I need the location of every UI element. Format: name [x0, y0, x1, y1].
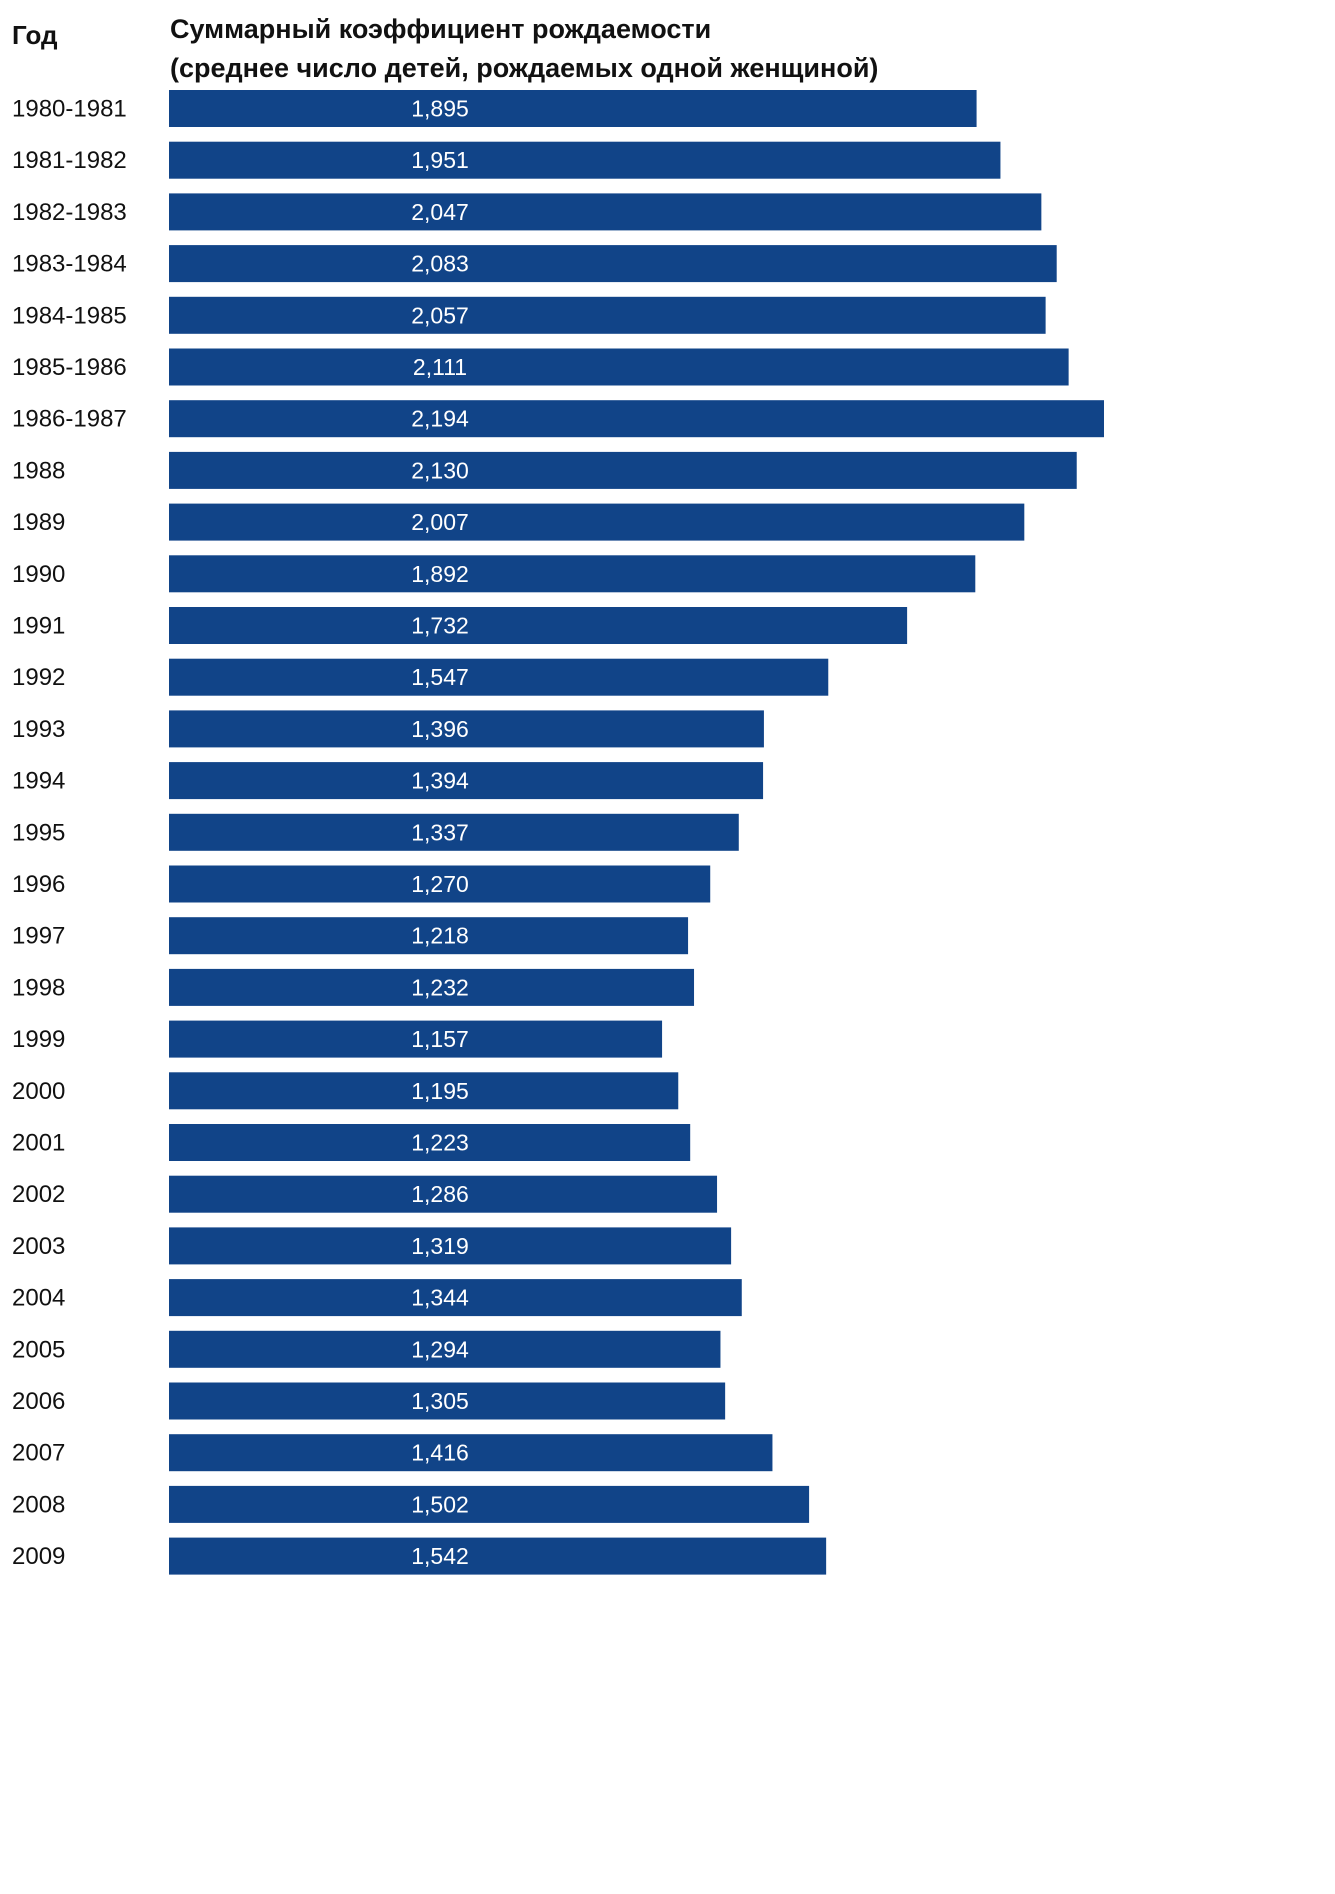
- category-label: 1981-1982: [12, 147, 127, 174]
- category-label: 1990: [12, 561, 65, 588]
- bar-value-label: 2,111: [413, 354, 467, 380]
- bar-value-label: 1,294: [411, 1336, 469, 1362]
- bar-value-label: 2,047: [411, 199, 469, 225]
- category-label: 1980-1981: [12, 96, 127, 123]
- bar: [169, 555, 976, 593]
- bar: [169, 1072, 679, 1110]
- bar-value-label: 1,305: [411, 1388, 469, 1414]
- bar: [169, 141, 1001, 179]
- bar-value-label: 1,218: [411, 923, 469, 949]
- bar: [169, 451, 1077, 489]
- category-label: 1986-1987: [12, 406, 127, 433]
- bar-value-label: 2,057: [411, 302, 469, 328]
- bar-value-label: 1,232: [411, 974, 469, 1000]
- bar-value-label: 2,007: [411, 509, 469, 535]
- bar: [169, 1175, 718, 1213]
- bar: [169, 90, 977, 127]
- bar: [169, 607, 908, 644]
- category-label: 1991: [12, 613, 65, 640]
- bar-value-label: 1,394: [411, 768, 469, 794]
- category-label: 1996: [12, 871, 65, 898]
- bar-value-label: 1,344: [411, 1285, 469, 1311]
- bar: [169, 710, 764, 748]
- bar-value-label: 1,157: [411, 1026, 469, 1052]
- category-label: 1992: [12, 664, 65, 691]
- category-label: 2004: [12, 1285, 65, 1312]
- category-label: 1989: [12, 509, 65, 536]
- category-label: 2002: [12, 1181, 65, 1208]
- bar: [169, 865, 711, 903]
- category-label: 2005: [12, 1336, 65, 1363]
- bar: [169, 245, 1057, 283]
- category-label: 2001: [12, 1130, 65, 1157]
- bar: [169, 1537, 827, 1575]
- category-label: 1983-1984: [12, 251, 127, 278]
- bar: [169, 193, 1042, 231]
- axis-header-year: Год: [12, 20, 58, 50]
- bar-value-label: 1,416: [411, 1440, 469, 1466]
- bar: [169, 968, 695, 1006]
- bar: [169, 762, 764, 800]
- bar: [169, 917, 689, 955]
- bar: [169, 813, 739, 851]
- bar-value-label: 1,732: [411, 613, 469, 639]
- bar-value-label: 1,319: [411, 1233, 469, 1259]
- bar-value-label: 1,502: [411, 1491, 469, 1517]
- category-label: 1993: [12, 716, 65, 743]
- bar-value-label: 1,396: [411, 716, 469, 742]
- bar-value-label: 1,270: [411, 871, 469, 897]
- bar: [169, 348, 1069, 386]
- bar: [169, 400, 1104, 438]
- category-label: 2006: [12, 1388, 65, 1415]
- bar-value-label: 2,194: [411, 406, 469, 432]
- bar: [169, 1382, 726, 1420]
- bar: [169, 1434, 773, 1472]
- bar-value-label: 1,286: [411, 1181, 469, 1207]
- bar-value-label: 1,892: [411, 561, 469, 587]
- bar: [169, 296, 1046, 334]
- bar: [169, 1279, 742, 1317]
- bar-value-label: 1,895: [411, 96, 469, 122]
- category-label: 1988: [12, 457, 65, 484]
- category-label: 1985-1986: [12, 354, 127, 381]
- category-label: 1998: [12, 974, 65, 1001]
- bar-value-label: 2,130: [411, 457, 469, 483]
- bar-value-label: 1,223: [411, 1130, 469, 1156]
- category-label: 2003: [12, 1233, 65, 1260]
- bar-value-label: 2,083: [411, 251, 469, 277]
- bar-value-label: 1,337: [411, 819, 469, 845]
- bar: [169, 1227, 732, 1265]
- chart-title-line2: (среднее число детей, рождаемых одной же…: [170, 53, 879, 83]
- category-label: 2009: [12, 1543, 65, 1570]
- category-label: 1982-1983: [12, 199, 127, 226]
- category-label: 1999: [12, 1026, 65, 1053]
- category-label: 2008: [12, 1491, 65, 1518]
- bar: [169, 1020, 663, 1058]
- bar-value-label: 1,951: [411, 147, 469, 173]
- bar-value-label: 1,547: [411, 664, 469, 690]
- bar-value-label: 1,195: [411, 1078, 469, 1104]
- chart-title: Суммарный коэффициент рождаемости (средн…: [170, 10, 1070, 88]
- category-label: 2000: [12, 1078, 65, 1105]
- bar: [169, 1485, 810, 1523]
- category-label: 2007: [12, 1440, 65, 1467]
- category-label: 1994: [12, 768, 65, 795]
- bar: [169, 1124, 691, 1161]
- category-label: 1997: [12, 923, 65, 950]
- bar: [169, 658, 829, 696]
- category-label: 1984-1985: [12, 302, 127, 329]
- category-label: 1995: [12, 819, 65, 846]
- bar: [169, 503, 1025, 541]
- chart-title-line1: Суммарный коэффициент рождаемости: [170, 14, 712, 44]
- bar: [169, 1330, 721, 1368]
- bar-value-label: 1,542: [411, 1543, 469, 1569]
